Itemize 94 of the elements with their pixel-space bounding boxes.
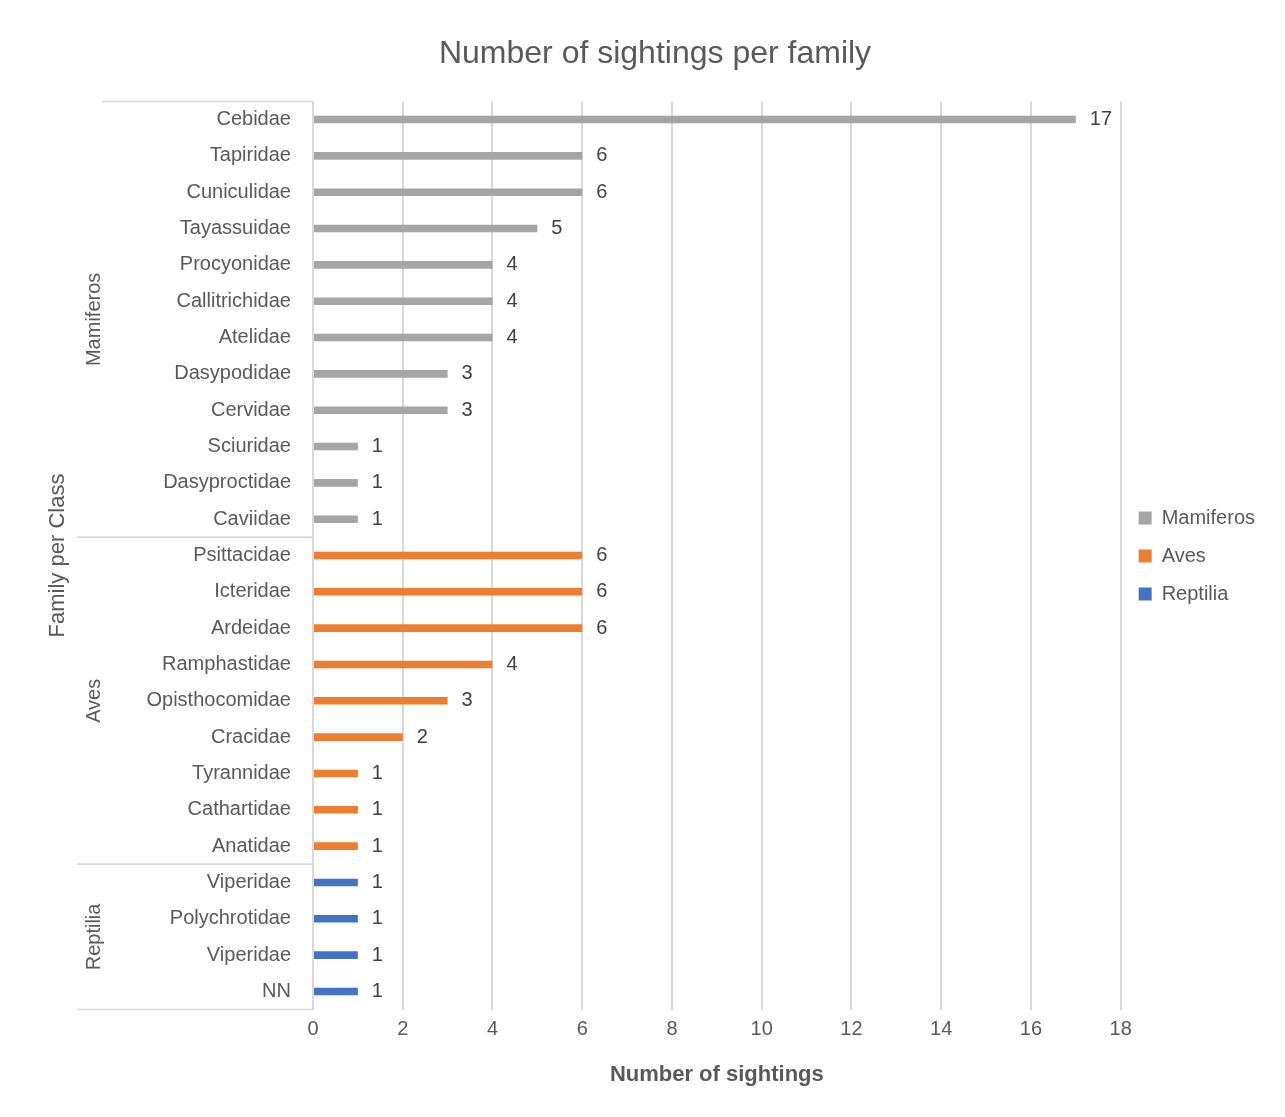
y-tick-label: Tapiridae [209, 143, 291, 166]
bar [314, 515, 358, 523]
y-tick-label: Anatidae [212, 833, 291, 856]
chart-title: Number of sightings per family [438, 34, 872, 71]
data-label: 1 [371, 869, 383, 892]
y-tick-label: Caviidae [213, 506, 291, 529]
text: Aves [81, 678, 104, 723]
data-label: 1 [371, 833, 383, 856]
data-label: 2 [416, 724, 428, 747]
data-label: 1 [371, 434, 383, 457]
y-tick-label: Atelidae [218, 325, 291, 348]
x-tick-label: 2 [397, 1017, 409, 1040]
y-tick-label: Cuniculidae [186, 179, 291, 202]
bar [314, 878, 358, 887]
y-tick-label: Tayassuidae [179, 216, 291, 239]
bar [314, 261, 493, 269]
y-tick-label: Dasyproctidae [163, 470, 291, 493]
x-tick-label: 14 [930, 1017, 953, 1040]
data-label: 4 [506, 325, 518, 348]
y-tick-label: Procyonidae [179, 252, 291, 275]
bar [314, 224, 538, 233]
x-tick-label: 0 [307, 1017, 319, 1040]
bar [314, 697, 448, 705]
y-tick-label: Icteridae [214, 579, 291, 602]
data-label: 1 [371, 942, 383, 965]
data-label: 4 [506, 652, 518, 674]
data-label: 4 [506, 252, 518, 275]
data-label: 1 [371, 978, 383, 1001]
text: Reptilia [81, 903, 104, 971]
data-label: 3 [461, 688, 473, 711]
x-tick-label: 4 [486, 1017, 499, 1040]
bar [314, 479, 358, 487]
y-tick-label: Opisthocomidae [146, 688, 291, 711]
x-tick-label: 8 [666, 1017, 678, 1040]
bar [314, 806, 358, 814]
y-tick-label: Viperidae [206, 869, 291, 892]
data-label: 6 [596, 543, 608, 566]
bar [314, 115, 1076, 124]
x-tick-label: 10 [750, 1017, 773, 1040]
y-tick-label: Cebidae [216, 107, 291, 130]
legend-label: Mamiferos [1161, 505, 1256, 528]
bar [314, 914, 358, 923]
y-tick-label: Cracidae [210, 724, 291, 747]
y-tick-label: Callitrichidae [176, 288, 291, 311]
data-label: 6 [596, 143, 608, 166]
y-tick-label: Cervidae [210, 397, 291, 420]
data-label: 5 [551, 216, 563, 239]
y-tick-label: Tyrannidae [192, 760, 291, 783]
bar [314, 551, 583, 560]
data-label: 1 [371, 760, 383, 783]
bar [314, 624, 583, 632]
bar [314, 588, 583, 596]
text: Mamiferos [81, 272, 104, 367]
y-axis-title: Family per Class [44, 473, 70, 638]
bar [314, 152, 583, 160]
bar [314, 769, 358, 778]
bar [314, 406, 448, 414]
bar [314, 370, 448, 378]
bar [314, 951, 358, 959]
data-label: 17 [1089, 107, 1113, 130]
data-label: 6 [596, 179, 608, 202]
bar [314, 297, 493, 305]
x-tick-label: 16 [1019, 1017, 1043, 1040]
y-tick-label: Psittacidae [193, 543, 291, 566]
y-tick-label: Ramphastidae [162, 652, 291, 674]
bar [314, 188, 583, 197]
data-label: 6 [596, 615, 608, 638]
data-label: 3 [461, 397, 473, 420]
data-label: 3 [461, 361, 473, 384]
x-tick-label: 18 [1109, 1017, 1132, 1040]
x-tick-label: 6 [576, 1017, 588, 1040]
bar [314, 987, 358, 996]
data-label: 1 [371, 470, 383, 493]
data-label: 1 [371, 906, 383, 929]
x-axis-title: Number of sightings [609, 1060, 824, 1086]
bar [314, 660, 493, 669]
y-tick-label: Ardeidae [210, 615, 291, 638]
data-label: 1 [371, 506, 383, 529]
bar [314, 733, 403, 741]
data-label: 6 [596, 579, 608, 602]
y-tick-label: Cathartidae [187, 797, 291, 820]
y-tick-label: NN [262, 978, 291, 1001]
bar [314, 842, 358, 850]
y-tick-label: Viperidae [206, 942, 291, 965]
x-tick-label: 12 [840, 1017, 863, 1040]
y-tick-label: Polychrotidae [169, 906, 291, 929]
y-tick-label: Sciuridae [207, 434, 291, 457]
legend-label: Aves [1161, 543, 1206, 566]
data-label: 4 [506, 288, 518, 311]
bar [314, 442, 358, 451]
data-label: 1 [371, 797, 383, 820]
legend-label: Reptilia [1161, 581, 1230, 604]
y-tick-label: Dasypodidae [174, 361, 291, 384]
bar [314, 333, 493, 342]
